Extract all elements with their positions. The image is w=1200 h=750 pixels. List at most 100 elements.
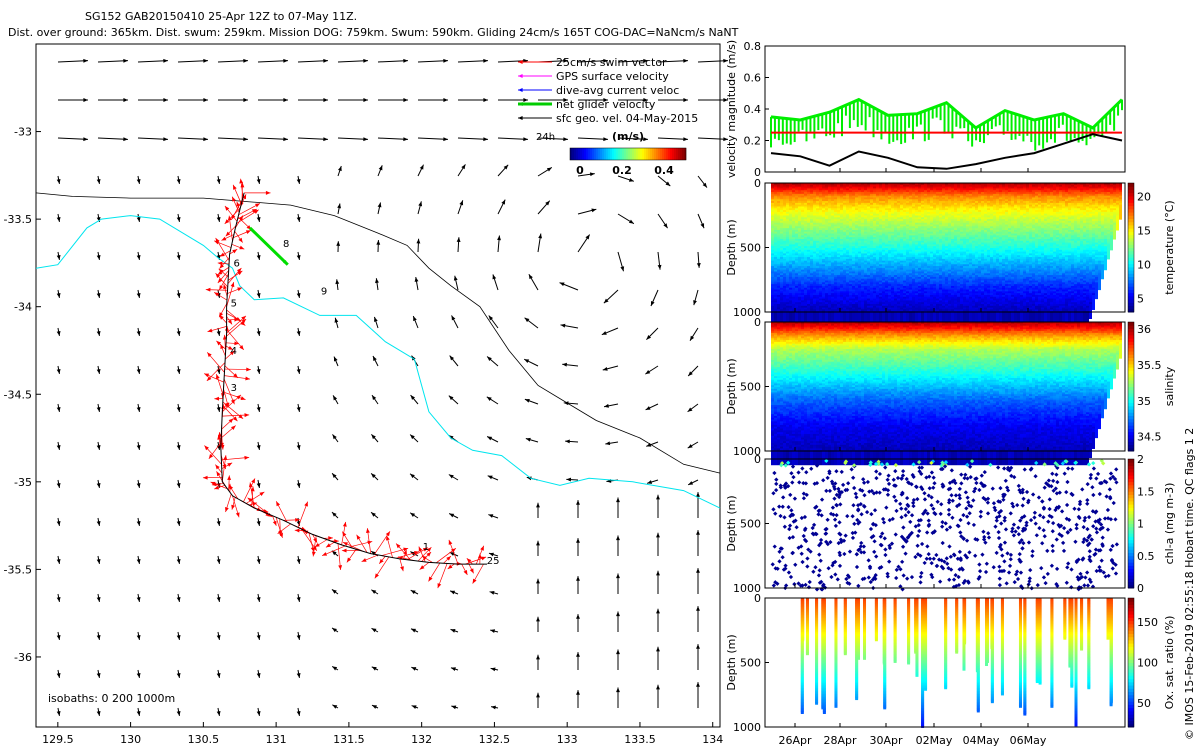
- current-arrow-head: [363, 137, 368, 141]
- current-arrow-head: [137, 521, 141, 526]
- current-arrow-head: [461, 164, 465, 169]
- current-arrow-head: [363, 98, 368, 102]
- swim-arrow-head: [203, 476, 208, 480]
- scale-colorbar-cell: [670, 148, 672, 160]
- map-x-tick-label: 131: [266, 733, 287, 746]
- current-arrow-head: [656, 685, 660, 690]
- current-arrow-head: [57, 217, 61, 222]
- scale-colorbar-cell: [628, 148, 630, 160]
- current-arrow-head: [410, 513, 415, 517]
- scale-colorbar-cell: [576, 148, 578, 160]
- current-arrow-head: [413, 316, 417, 321]
- current-arrow-head: [379, 165, 383, 170]
- current-arrow-head: [536, 503, 540, 508]
- scale-colorbar-cell: [572, 148, 574, 160]
- map-y-tick-label: -35.5: [4, 563, 32, 576]
- current-arrow-head: [602, 331, 607, 335]
- swim-arrow-head: [343, 522, 347, 527]
- current-arrow-head: [97, 635, 101, 640]
- current-arrow-head: [656, 609, 660, 614]
- swim-arrow-head: [328, 536, 333, 540]
- current-arrow-head: [297, 331, 301, 336]
- current-arrow-head: [137, 483, 141, 488]
- swim-arrow-head: [342, 549, 347, 553]
- current-arrow-head: [603, 137, 608, 141]
- current-arrow-head: [585, 235, 589, 240]
- current-arrow-head: [647, 480, 652, 484]
- current-arrow-head: [177, 255, 181, 260]
- scale-colorbar-cell: [596, 148, 598, 160]
- current-arrow-head: [323, 137, 328, 141]
- swim-arrow-head: [449, 540, 453, 545]
- current-arrow-head: [217, 407, 221, 412]
- swim-arrow-head: [232, 249, 237, 253]
- scale-colorbar-cell: [650, 148, 652, 160]
- current-arrow-head: [177, 483, 181, 488]
- current-arrow-head: [375, 278, 379, 283]
- velocity-y-tick-label: 0.4: [744, 103, 762, 116]
- swim-arrow-head: [304, 502, 308, 507]
- current-arrow-head: [297, 255, 301, 260]
- swim-arrow-head: [278, 529, 283, 533]
- current-arrow-head: [57, 711, 61, 716]
- swim-arrow-head: [231, 282, 235, 287]
- legend-label: dive-avg current veloc: [556, 84, 679, 97]
- swim-arrow-head: [244, 456, 249, 460]
- glider-swim-vectors: [203, 179, 486, 588]
- current-arrow-head: [57, 407, 61, 412]
- swim-arrow-head: [367, 541, 372, 545]
- current-arrow-head: [57, 635, 61, 640]
- current-arrow-head: [57, 673, 61, 678]
- track-day-label: 1: [423, 542, 429, 553]
- track-day-label: 9: [321, 286, 327, 297]
- scale-colorbar-cell: [594, 148, 596, 160]
- current-arrow-head: [217, 597, 221, 602]
- scale-colorbar-cell: [608, 148, 610, 160]
- current-arrow-head: [297, 483, 301, 488]
- current-arrow-head: [137, 369, 141, 374]
- current-arrow-head: [257, 255, 261, 260]
- map-x-tick-label: 130.5: [188, 733, 220, 746]
- swim-arrow-head: [220, 344, 224, 349]
- swim-arrow-head: [366, 528, 370, 533]
- current-arrow-head: [177, 369, 181, 374]
- map-y-tick-label: -34.5: [4, 388, 32, 401]
- velocity-series-line: [771, 100, 1122, 128]
- swim-arrow-head: [347, 558, 351, 563]
- scale-units: (m/s): [612, 130, 644, 143]
- current-arrow-head: [616, 687, 620, 692]
- current-arrow-head: [57, 445, 61, 450]
- current-arrow-head: [203, 137, 208, 141]
- current-arrow-head: [137, 445, 141, 450]
- current-arrow-head: [451, 705, 456, 709]
- current-arrow-head: [97, 483, 101, 488]
- current-arrow-head: [137, 673, 141, 678]
- current-arrow-head: [536, 579, 540, 584]
- current-arrow-head: [177, 179, 181, 184]
- current-arrow-head: [536, 617, 540, 622]
- current-arrow-head: [536, 541, 540, 546]
- current-arrow-head: [378, 202, 382, 207]
- swim-arrow-head: [295, 529, 300, 533]
- current-arrow-head: [645, 370, 650, 374]
- scale-colorbar-cell: [618, 148, 620, 160]
- current-arrow-head: [257, 179, 261, 184]
- swim-arrow-head: [357, 535, 361, 540]
- current-arrow-head: [137, 179, 141, 184]
- current-arrow-head: [257, 369, 261, 374]
- scale-colorbar-cell: [570, 148, 572, 160]
- swim-arrow-head: [227, 475, 231, 480]
- swim-arrow-head: [218, 261, 223, 265]
- current-arrow-head: [616, 497, 620, 502]
- swim-arrow-head: [238, 238, 242, 243]
- current-arrow-head: [57, 331, 61, 336]
- current-arrow-head: [663, 223, 667, 228]
- current-arrow-head: [332, 434, 336, 439]
- map-x-tick-label: 133.5: [624, 733, 656, 746]
- current-arrow-head: [137, 407, 141, 412]
- swim-arrow-head: [214, 397, 219, 401]
- current-arrow-head: [257, 407, 261, 412]
- current-arrow-head: [257, 673, 261, 678]
- map-x-tick-label: 131.5: [333, 733, 365, 746]
- current-arrow-head: [177, 673, 181, 678]
